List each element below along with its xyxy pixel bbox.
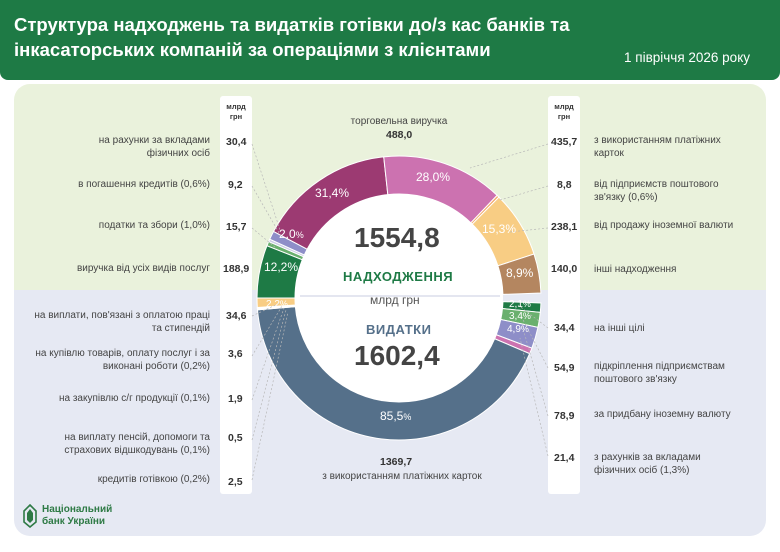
income-right-label-1: від підприємств поштового зв'язку (0,6%) <box>594 179 719 203</box>
income-left-label-1: в погашення кредитів (0,6%) <box>78 179 210 190</box>
income-right-value-0: 435,7 <box>551 136 578 148</box>
leader-lines <box>251 143 549 481</box>
expense-bottom-value: 1369,7 <box>380 456 413 468</box>
expense-left-label-1: на купівлю товарів, оплату послуг і за в… <box>35 348 210 372</box>
expense-left-value-3: 0,5 <box>228 432 243 444</box>
expense-right-value-1: 54,9 <box>554 362 575 374</box>
expense-right-label-3: з рахунків за вкладами фізичних осіб (1,… <box>594 452 701 476</box>
income-right-value-2: 238,1 <box>551 221 578 233</box>
header-bar: Структура надходжень та видатків готівки… <box>0 0 780 80</box>
expense-left-value-2: 1,9 <box>228 393 243 405</box>
income-top-label: торговельна виручка <box>350 116 448 127</box>
pct-income-services: 12,2% <box>264 260 299 274</box>
income-left-label-3: виручка від усіх видів послуг <box>76 263 210 274</box>
pct-income-other: 8,9% <box>506 266 534 280</box>
income-left-label-0: на рахунки за вкладами фізичних осіб <box>98 135 210 159</box>
expense-left-label-2: на закупівлю с/г продукції (0,1%) <box>58 393 210 404</box>
income-total: 1554,8 <box>354 222 440 253</box>
expense-left-label-0: на виплати, пов'язані з оплатою праці та… <box>34 310 210 334</box>
left-unit-label: млрд грн <box>226 102 246 121</box>
right-unit-label: млрд грн <box>554 102 574 121</box>
expense-right-label-1: підкріплення підприємствам поштового зв'… <box>594 361 725 385</box>
expense-left-value-1: 3,6 <box>228 348 243 360</box>
expense-total: 1602,4 <box>354 340 440 371</box>
income-left-value-2: 15,7 <box>226 221 247 233</box>
income-left-value-3: 188,9 <box>223 263 250 275</box>
expense-right-value-0: 34,4 <box>554 322 575 334</box>
left-values-column <box>220 96 252 494</box>
pct-expense-fx: 4,9% <box>507 324 529 335</box>
income-left-label-2: податки та збори (1,0%) <box>98 220 210 231</box>
expense-left-value-0: 34,6 <box>226 310 247 322</box>
income-top-value: 488,0 <box>386 129 413 141</box>
period-label: 1 півріччя 2026 року <box>624 50 750 65</box>
expense-right-value-3: 21,4 <box>554 452 575 464</box>
pct-income-fx: 15,3% <box>482 222 517 236</box>
income-right-label-0: з використанням платіжних карток <box>594 135 721 159</box>
expense-left-value-4: 2,5 <box>228 476 243 488</box>
nbu-logo-text: Національний банк України <box>42 504 113 527</box>
expense-unit: млрд грн <box>370 293 420 307</box>
page-title: Структура надходжень та видатків готівки… <box>14 14 570 60</box>
pct-expense-other: 2,1% <box>509 299 531 310</box>
expense-right-label-2: за придбану іноземну валюту <box>594 409 731 420</box>
expense-left-label-4: кредитів готівкою (0,2%) <box>97 474 210 485</box>
income-label: НАДХОДЖЕННЯ <box>343 269 454 284</box>
income-left-value-0: 30,4 <box>226 136 247 148</box>
pct-expense-salary: 2,2% <box>266 299 288 310</box>
income-right-value-1: 8,8 <box>557 179 572 191</box>
expense-label: ВИДАТКИ <box>366 322 432 337</box>
pct-income-cards: 28,0% <box>416 170 451 184</box>
income-right-value-3: 140,0 <box>551 263 578 275</box>
right-values-column <box>548 96 580 494</box>
pct-expense-post: 3,4% <box>509 311 531 322</box>
donut-center <box>295 194 503 402</box>
expense-left-label-3: на виплату пенсій, допомоги та страхових… <box>64 432 210 456</box>
expense-right-label-0: на інші цілі <box>594 323 645 334</box>
expense-bottom-label: з використанням платіжних карток <box>322 471 482 482</box>
expense-right-value-2: 78,9 <box>554 410 575 422</box>
nbu-logo: Національний банк України <box>22 503 132 530</box>
income-right-label-3: інші надходження <box>594 264 677 275</box>
income-right-label-2: від продажу іноземної валюти <box>594 220 734 231</box>
pct-expense-cards: 85,5% <box>380 409 412 423</box>
pct-income-deposits: 2,0% <box>279 227 304 241</box>
income-left-value-1: 9,2 <box>228 179 243 191</box>
nbu-logo-icon <box>23 503 37 529</box>
pct-income-trade: 31,4% <box>315 186 350 200</box>
